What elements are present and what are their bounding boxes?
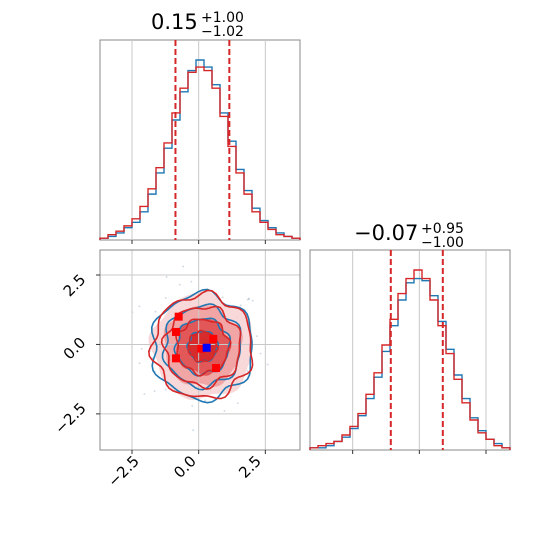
truth-marker bbox=[202, 343, 211, 352]
marker-2 bbox=[209, 334, 218, 343]
sample-point bbox=[153, 390, 156, 392]
hist1-title-upper: +1.00 bbox=[201, 10, 244, 26]
hist1-series-2-step bbox=[99, 66, 301, 240]
sample-point bbox=[138, 362, 141, 365]
sample-point bbox=[256, 335, 258, 337]
hist2-series-2-step bbox=[309, 269, 511, 450]
scatter-ytick-label-0: 2.5 bbox=[60, 271, 90, 301]
scatter-ytick-label-1: 0.0 bbox=[60, 334, 90, 364]
scatter-markers bbox=[172, 312, 220, 373]
scatter-contour-lines bbox=[147, 288, 254, 404]
marker-4 bbox=[212, 364, 220, 373]
hist2-title-lower: −1.00 bbox=[421, 235, 464, 251]
sample-point bbox=[191, 404, 194, 407]
hist2-series bbox=[309, 269, 511, 450]
scatter-gridlines bbox=[100, 250, 300, 450]
sample-point bbox=[266, 363, 269, 366]
hist1-title-lower: −1.02 bbox=[201, 24, 244, 40]
hist2-title: −0.07 bbox=[354, 221, 418, 245]
series-2-contour-0 bbox=[187, 329, 220, 363]
hist2-gridlines bbox=[352, 250, 487, 450]
marker-1 bbox=[172, 327, 180, 336]
sample-point bbox=[246, 370, 249, 372]
scatter-ytick-label-2: −2.5 bbox=[51, 399, 89, 437]
sample-point bbox=[190, 280, 193, 283]
hist1-ticks bbox=[131, 240, 266, 244]
sample-point bbox=[165, 276, 168, 278]
series-1-contour-2 bbox=[161, 303, 242, 391]
hist1-gridlines bbox=[131, 40, 266, 240]
hist1-series bbox=[99, 59, 301, 240]
histogram-parameter-2: −0.07 +0.95 −1.00 bbox=[309, 221, 511, 454]
hist2-quantile-lines bbox=[389, 250, 444, 450]
hist1-frame bbox=[99, 39, 301, 241]
hist1-title-value: 0.15 bbox=[151, 10, 198, 34]
sample-point bbox=[221, 296, 224, 299]
sample-point bbox=[154, 310, 157, 313]
sample-point bbox=[182, 265, 185, 268]
sample-point bbox=[192, 429, 195, 432]
sample-point bbox=[259, 352, 262, 355]
scatter-xtick-label-1: 0.0 bbox=[170, 452, 200, 482]
sample-point bbox=[178, 283, 181, 286]
scatter-xtick-label-2: 2.5 bbox=[235, 452, 265, 482]
sample-point bbox=[140, 347, 143, 350]
hist1-quantile-lines bbox=[174, 40, 231, 240]
sample-point bbox=[251, 299, 254, 302]
marker-0 bbox=[174, 312, 183, 321]
sample-point bbox=[204, 399, 207, 402]
series-2-contour-3 bbox=[147, 289, 254, 400]
hist2-title-value: −0.07 bbox=[354, 221, 418, 245]
hist2-ticks bbox=[352, 450, 487, 454]
hist1-title: 0.15 bbox=[151, 10, 198, 34]
sample-point bbox=[138, 305, 141, 308]
scatter-contour-panel: −2.5 0.0 2.5 2.5 0.0 −2.5 bbox=[51, 249, 301, 491]
sample-point bbox=[143, 393, 146, 396]
scatter-ticks bbox=[96, 274, 266, 454]
sample-point bbox=[164, 388, 167, 391]
scatter-xtick-label-0: −2.5 bbox=[104, 452, 142, 490]
histogram-parameter-1: 0.15 +1.00 −1.02 bbox=[99, 10, 301, 244]
sample-point bbox=[164, 297, 167, 299]
series-2-contour-2 bbox=[160, 305, 242, 390]
sample-point bbox=[248, 298, 250, 301]
hist2-frame bbox=[309, 249, 511, 451]
sample-point bbox=[239, 304, 242, 307]
marker-5 bbox=[197, 344, 206, 353]
hist2-title-upper: +0.95 bbox=[421, 221, 464, 237]
sample-point bbox=[236, 402, 239, 405]
sample-point bbox=[223, 409, 226, 412]
series-1-contour-0 bbox=[186, 330, 220, 363]
scatter-frame bbox=[99, 249, 301, 451]
marker-3 bbox=[172, 354, 180, 363]
